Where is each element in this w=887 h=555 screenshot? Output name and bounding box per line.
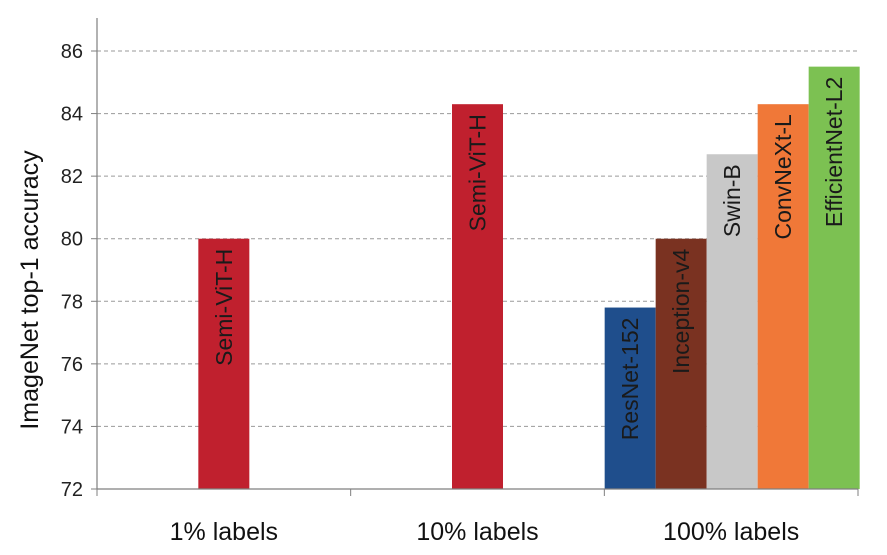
bar xyxy=(706,154,758,489)
bar-label: Inception-v4 xyxy=(668,249,694,375)
y-tick-label: 82 xyxy=(61,166,83,188)
y-axis-title: ImageNet top-1 accuracy xyxy=(16,150,44,430)
bar xyxy=(808,66,860,490)
bar xyxy=(757,104,809,489)
bar-label: Semi-ViT-H xyxy=(465,114,491,231)
y-tick-label: 80 xyxy=(61,229,83,251)
bars: Semi-ViT-H Semi-ViT-H ResNet-152 Inception-… xyxy=(198,66,860,490)
x-category-label: 1% labels xyxy=(170,518,278,546)
bar-label: Swin-B xyxy=(719,164,745,237)
y-tick-label: 84 xyxy=(61,104,83,126)
bar xyxy=(198,238,250,489)
bar xyxy=(452,104,503,489)
bar-label: ConvNeXt-L xyxy=(770,114,796,239)
bar xyxy=(604,307,656,489)
bar-label: Semi-ViT-H xyxy=(211,249,237,366)
y-tick-label: 78 xyxy=(61,291,83,313)
bar-label: EfficientNet-L2 xyxy=(821,77,847,227)
y-tick-label: 76 xyxy=(61,354,83,376)
bar xyxy=(655,238,707,489)
x-category-label: 100% labels xyxy=(663,518,799,546)
axes: 72 74 76 78 80 82 84 86 1% labels 10% labels 100% … xyxy=(61,18,859,546)
y-tick-label: 86 xyxy=(61,41,83,63)
y-tick-label: 74 xyxy=(61,416,83,438)
x-category-label: 10% labels xyxy=(416,518,538,546)
bar-label: ResNet-152 xyxy=(617,318,643,441)
y-tick-label: 72 xyxy=(61,479,83,501)
